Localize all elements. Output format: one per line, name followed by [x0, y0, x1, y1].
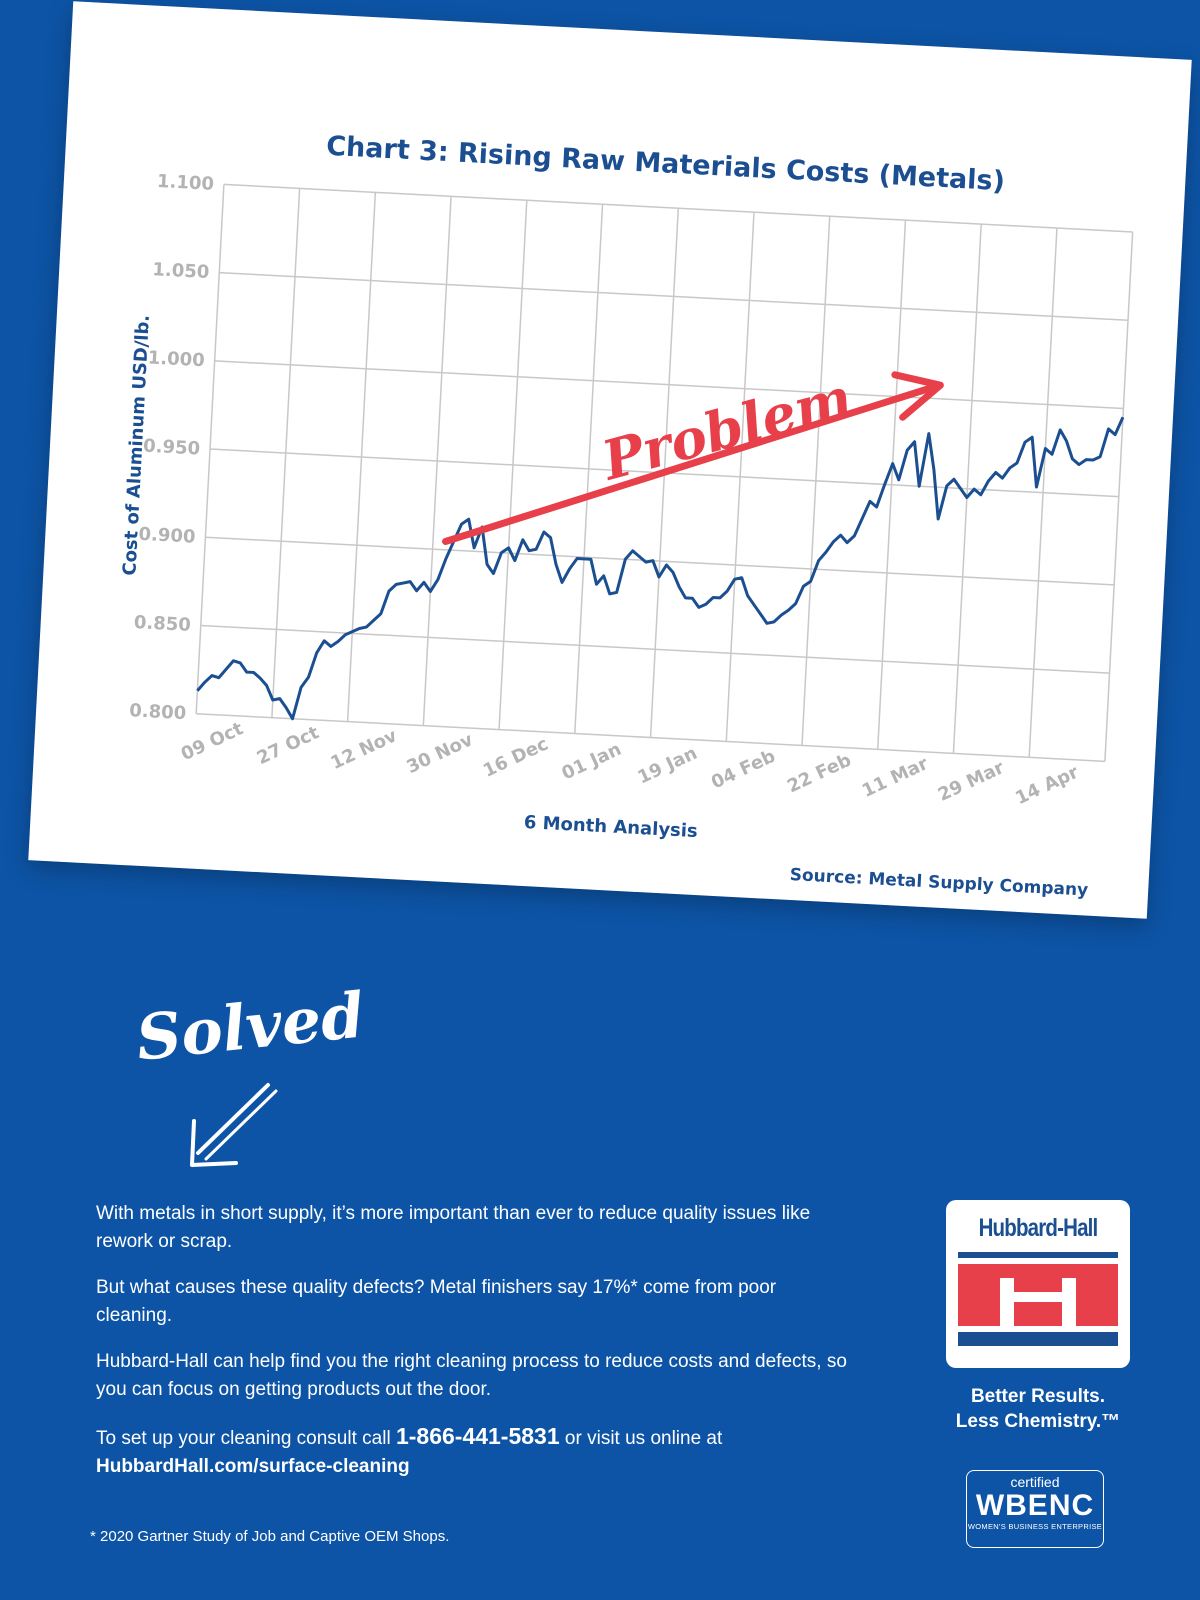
- cta-prefix: To set up your cleaning consult call: [96, 1428, 396, 1449]
- problem-annotation: Problem: [442, 365, 944, 546]
- x-axis-ticks: 09 Oct 27 Oct 12 Nov 30 Nov 16 Dec 01 Jan 19 J…: [178, 718, 1082, 809]
- x-tick-label: 16 Dec: [480, 733, 552, 781]
- y-axis-ticks: 0.800 0.850 0.900 0.950 1.000 1.050 1.100: [129, 171, 215, 724]
- tagline-line-2: Less Chemistry.™: [955, 1411, 1121, 1432]
- body-paragraph-2: But what causes these quality defects? M…: [96, 1277, 777, 1326]
- wbenc-name: WBENC: [975, 1489, 1095, 1522]
- y-tick-label: 0.850: [133, 612, 191, 636]
- x-tick-label: 22 Feb: [784, 750, 855, 798]
- x-tick-label: 29 Mar: [935, 757, 1008, 806]
- x-tick-label: 01 Jan: [559, 739, 625, 785]
- footnote: * 2020 Gartner Study of Job and Captive …: [90, 1528, 450, 1545]
- problem-label: Problem: [594, 365, 859, 493]
- solved-arrow-icon: [190, 1083, 278, 1167]
- tagline-line-1: Better Results.: [970, 1386, 1106, 1407]
- cta-middle: or visit us online at: [559, 1428, 723, 1449]
- series-line: [196, 416, 1125, 721]
- x-tick-label: 04 Feb: [708, 746, 779, 794]
- y-tick-label: 0.950: [143, 436, 201, 460]
- chart-title: Chart 3: Rising Raw Materials Costs (Met…: [325, 131, 1005, 198]
- x-tick-label: 27 Oct: [254, 722, 323, 769]
- body-paragraph-3: Hubbard-Hall can help find you the right…: [96, 1351, 847, 1400]
- problem-arrow-head: [891, 371, 944, 421]
- x-tick-label: 09 Oct: [178, 718, 247, 765]
- problem-arrow-shaft: [442, 383, 938, 546]
- y-tick-label: 1.050: [152, 259, 210, 283]
- grid-line-horizontal: [219, 271, 1129, 322]
- y-tick-label: 1.000: [147, 347, 205, 371]
- solved-label: Solved: [132, 978, 368, 1075]
- body-paragraph-4: To set up your cleaning consult call 1-8…: [96, 1422, 856, 1481]
- x-tick-label: 12 Nov: [328, 725, 401, 774]
- grid-line-horizontal: [214, 360, 1124, 410]
- hubbard-hall-logo: Hubbard-Hall: [946, 1200, 1130, 1368]
- logo-wordmark: Hubbard-Hall: [978, 1214, 1099, 1242]
- grid-line-horizontal: [196, 712, 1105, 763]
- chart: Chart 3: Rising Raw Materials Costs (Met…: [119, 131, 1134, 901]
- x-tick-label: 19 Jan: [635, 743, 701, 789]
- y-tick-label: 0.900: [138, 524, 196, 548]
- body-paragraph-1: With metals in short supply, it’s more i…: [96, 1203, 811, 1252]
- x-tick-label: 14 Apr: [1012, 762, 1082, 809]
- hh-logo-icon: [958, 1252, 1118, 1346]
- grid-line-horizontal: [200, 624, 1110, 674]
- tagline: Better Results. Less Chemistry.™: [930, 1384, 1146, 1434]
- grid-line-horizontal: [223, 183, 1133, 233]
- website-link[interactable]: HubbardHall.com/surface-cleaning: [96, 1456, 410, 1477]
- wbenc-badge: certified WBENC WOMEN'S BUSINESS ENTERPR…: [966, 1470, 1104, 1548]
- chart-source: Source: Metal Supply Company: [789, 865, 1088, 901]
- x-tick-label: 30 Nov: [403, 729, 476, 778]
- wbenc-subtitle: WOMEN'S BUSINESS ENTERPRISE: [967, 1522, 1103, 1531]
- grid-line-horizontal: [205, 536, 1115, 586]
- chart-card: Chart 3: Rising Raw Materials Costs (Met…: [28, 1, 1192, 919]
- body-copy: With metals in short supply, it’s more i…: [96, 1200, 856, 1499]
- y-tick-label: 0.800: [129, 700, 187, 724]
- x-axis-label: 6 Month Analysis: [523, 812, 698, 842]
- wbenc-certified-text: certified: [1010, 1474, 1060, 1490]
- phone-number[interactable]: 1-866-441-5831: [395, 1423, 560, 1449]
- y-tick-label: 1.100: [156, 171, 214, 195]
- series-group: [196, 416, 1125, 721]
- x-tick-label: 11 Mar: [859, 753, 932, 802]
